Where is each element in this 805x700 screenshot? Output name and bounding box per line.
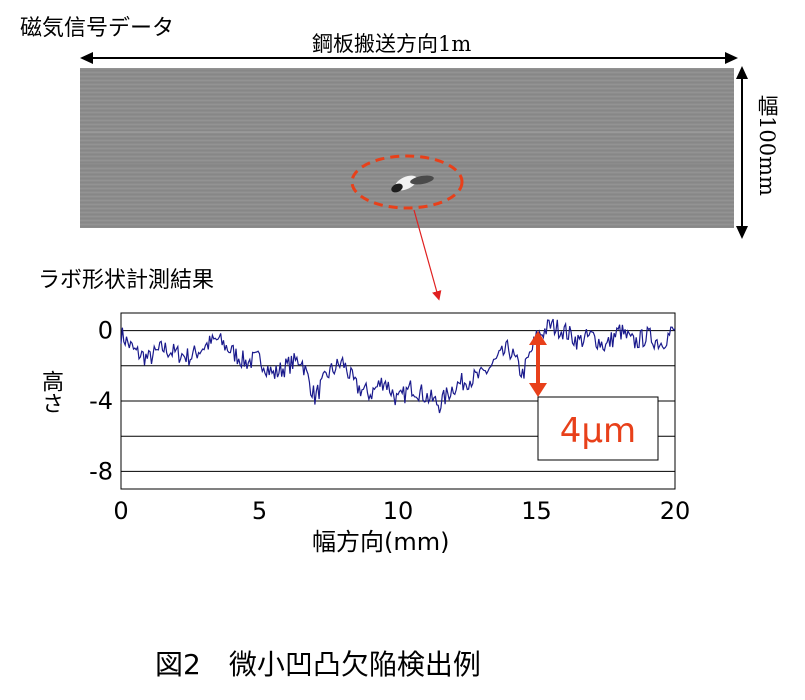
- x-tick-label: 20: [660, 497, 691, 525]
- x-axis-label: 幅方向(mm): [312, 528, 450, 556]
- figure-caption: 図2 微小凹凸欠陥検出例: [155, 648, 481, 681]
- height-chart: 0-4-80 5 10 15 20 4μm: [89, 312, 691, 525]
- y-tick-label: -4: [89, 387, 113, 415]
- lab-title: ラボ形状計測結果: [38, 268, 215, 293]
- y-axis-label: 高さ: [38, 370, 63, 414]
- y-tick-label: -8: [89, 457, 113, 485]
- magnetic-title: 磁気信号データ: [20, 16, 175, 41]
- annotation-label: 4μm: [560, 411, 636, 451]
- defect-highlight: [350, 154, 464, 210]
- magnetic-signal-image: [80, 68, 734, 228]
- x-tick-label: 15: [521, 497, 552, 525]
- transport-arrow: [80, 52, 738, 64]
- x-tick-label: 10: [383, 497, 414, 525]
- series-line: [120, 318, 676, 414]
- width-label: 幅100mm: [755, 95, 779, 196]
- transport-direction-label: 鋼板搬送方向1m: [312, 32, 472, 56]
- y-tick-label: 0: [98, 317, 113, 345]
- width-arrow: [736, 66, 748, 239]
- x-tick-label: 5: [252, 497, 267, 525]
- height-annotation: 4μm: [529, 331, 659, 461]
- x-tick-label: 0: [113, 497, 128, 525]
- pointer-arrow: [413, 209, 442, 301]
